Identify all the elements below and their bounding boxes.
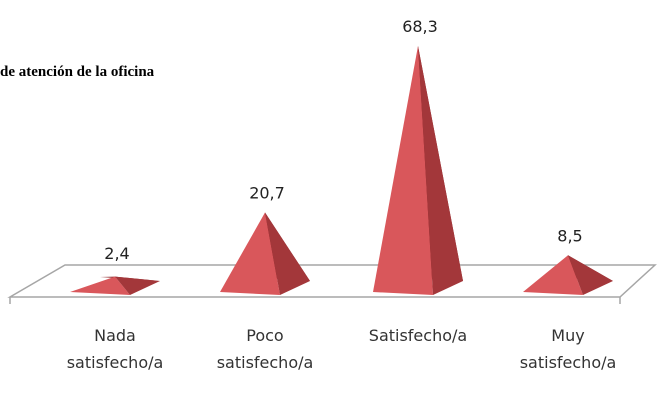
pyramid [220, 212, 310, 295]
pyramid [373, 45, 463, 296]
pyramid-front [373, 45, 433, 296]
pyramid-front [220, 212, 280, 295]
pyramid-side [568, 255, 613, 295]
pyramid-side [418, 45, 463, 296]
data-label: 8,5 [557, 226, 582, 245]
floor [7, 264, 657, 298]
x-tick-label: Poco satisfecho/a [216, 326, 314, 372]
pyramid-front [70, 276, 130, 295]
x-tick-label: Nada satisfecho/a [66, 326, 164, 372]
pyramid-side [115, 276, 160, 295]
x-tick-label: Muy satisfecho/a [519, 326, 617, 372]
chart-title: de atención de la oficina [0, 64, 155, 80]
data-label: 2,4 [104, 244, 129, 263]
x-tick-label: Satisfecho/a [368, 326, 468, 345]
data-label: 20,7 [249, 184, 285, 203]
data-label: 68,3 [402, 17, 438, 36]
pyramid-side [265, 212, 310, 295]
pyramid-front [523, 255, 583, 295]
pyramid [523, 255, 613, 295]
pyramid [70, 276, 160, 295]
